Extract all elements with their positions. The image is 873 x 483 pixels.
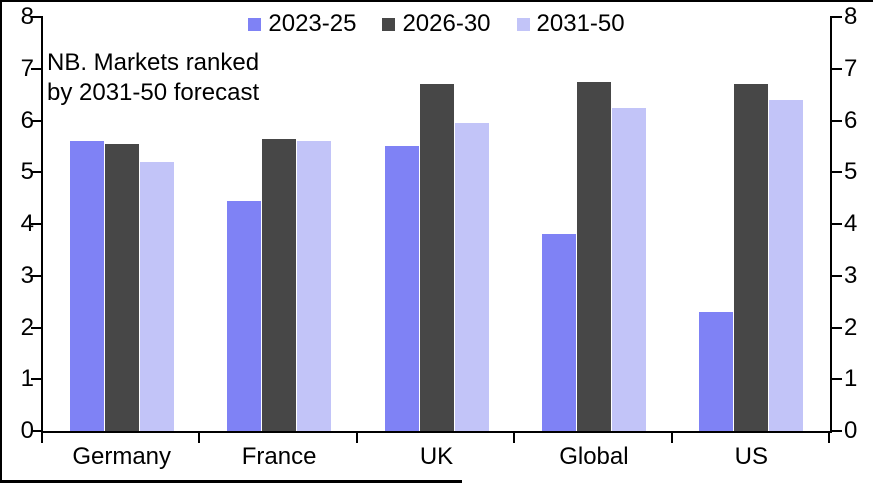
- plot-area: [41, 17, 832, 433]
- x-axis-tick-1: [198, 433, 201, 443]
- ylabel-right-5: 5: [844, 158, 858, 186]
- x-axis-label-Global: Global: [559, 443, 629, 470]
- frame-border-bottom: [0, 480, 462, 483]
- ylabel-right-2: 2: [844, 313, 858, 341]
- legend-item-2023-25: 2023-25: [248, 10, 356, 38]
- ytick-right-0: [830, 430, 842, 432]
- ytick-left-4: [31, 223, 43, 225]
- x-axis-label-US: US: [734, 443, 768, 470]
- ylabel-right-3: 3: [844, 261, 858, 289]
- ytick-left-0: [31, 430, 43, 432]
- bar-US-2031-50: [769, 99, 804, 431]
- ylabel-right-6: 6: [844, 106, 858, 134]
- ytick-right-3: [830, 274, 842, 277]
- bar-Germany-2031-50: [139, 161, 174, 431]
- ytick-left-1: [31, 378, 43, 381]
- legend-swatch-icon: [516, 17, 530, 31]
- ytick-right-4: [830, 223, 842, 225]
- bar-Global-2031-50: [611, 107, 646, 431]
- ytick-left-3: [31, 274, 43, 277]
- x-axis-tick-4: [670, 433, 673, 443]
- ylabel-right-0: 0: [844, 417, 858, 444]
- legend-swatch-icon: [248, 17, 262, 31]
- legend-label: 2031-50: [536, 10, 625, 37]
- ytick-right-7: [830, 67, 842, 70]
- ylabel-left-4: 4: [20, 210, 34, 237]
- ylabel-left-6: 6: [20, 106, 34, 134]
- chart-note: NB. Markets ranked by 2031-50 forecast: [47, 49, 260, 106]
- ylabel-left-1: 1: [20, 365, 34, 393]
- legend-item-2031-50: 2031-50: [516, 10, 625, 38]
- ytick-right-1: [830, 378, 842, 381]
- bar-Germany-2023-25: [69, 141, 104, 431]
- x-axis-tick-3: [513, 433, 516, 443]
- x-axis-tick-5: [828, 433, 830, 443]
- x-axis-tick-0: [41, 433, 43, 443]
- x-axis-label-UK: UK: [419, 443, 454, 470]
- ylabel-left-2: 2: [20, 313, 34, 341]
- x-axis-label-Germany: Germany: [72, 443, 172, 470]
- legend-swatch-icon: [382, 17, 396, 31]
- legend-label: 2023-25: [268, 10, 357, 37]
- bar-US-2023-25: [699, 312, 734, 431]
- ylabel-right-4: 4: [844, 210, 858, 237]
- ylabel-right-7: 7: [844, 54, 858, 82]
- ytick-left-2: [31, 326, 43, 329]
- ytick-left-6: [31, 119, 43, 122]
- ytick-left-8: [31, 16, 43, 18]
- ylabel-right-8: 8: [844, 3, 858, 30]
- ytick-left-7: [31, 67, 43, 70]
- bar-France-2031-50: [297, 141, 332, 431]
- frame-border-top: [0, 0, 873, 2]
- ylabel-left-0: 0: [20, 417, 34, 444]
- x-axis-label-France: France: [241, 443, 317, 470]
- legend-item-2026-30: 2026-30: [382, 10, 491, 38]
- bar-Global-2023-25: [541, 234, 576, 431]
- bar-US-2026-30: [734, 84, 769, 431]
- legend-label: 2026-30: [402, 10, 491, 37]
- bar-Germany-2026-30: [104, 143, 139, 431]
- bar-Global-2026-30: [576, 81, 611, 431]
- ytick-right-2: [830, 326, 842, 329]
- frame-border-left: [0, 0, 2, 483]
- bar-France-2023-25: [227, 200, 262, 431]
- ylabel-left-7: 7: [20, 54, 34, 82]
- ylabel-left-3: 3: [20, 261, 34, 289]
- legend: 2023-25 2026-30 2031-50: [0, 10, 873, 38]
- ytick-left-5: [31, 171, 43, 174]
- bar-UK-2026-30: [419, 84, 454, 431]
- ylabel-right-1: 1: [844, 365, 858, 393]
- ylabel-left-5: 5: [20, 158, 34, 186]
- ytick-right-6: [830, 119, 842, 122]
- ytick-right-8: [830, 16, 842, 18]
- x-axis-tick-2: [355, 433, 358, 443]
- ylabel-left-8: 8: [20, 3, 34, 30]
- bar-France-2026-30: [262, 138, 297, 431]
- bar-UK-2023-25: [384, 146, 419, 431]
- ytick-right-5: [830, 171, 842, 174]
- bar-UK-2031-50: [454, 123, 489, 431]
